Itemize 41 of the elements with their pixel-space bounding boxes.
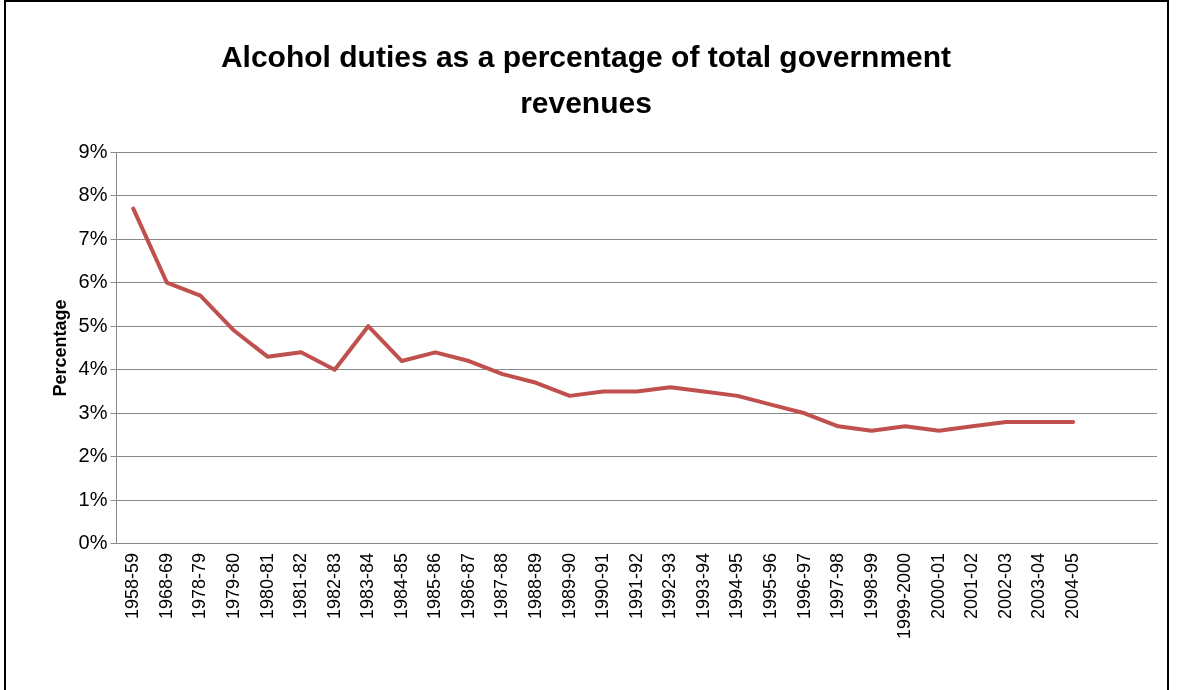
x-tick-label: 2000-01 (927, 552, 948, 619)
x-tick-label: 1987-88 (491, 552, 512, 619)
x-tick-label: 1958-59 (122, 552, 143, 619)
y-axis-title: Percentage (49, 299, 70, 397)
x-tick-label: 1992-93 (659, 552, 680, 619)
y-tick-label: 2% (78, 444, 108, 467)
y-tick-label: 8% (78, 183, 108, 206)
x-tick-label: 1999-2000 (894, 552, 915, 640)
x-tick-label: 1994-95 (726, 552, 747, 619)
x-tick-label: 2003-04 (1028, 552, 1049, 619)
chart-title: Alcohol duties as a percentage of total government revenues (219, 39, 953, 121)
y-tick-label: 6% (78, 270, 108, 293)
x-tick-label: 1998-99 (860, 552, 881, 619)
x-tick-label: 1996-97 (793, 552, 814, 619)
x-tick-label: 1980-81 (256, 552, 277, 619)
x-tick-label: 1968-69 (155, 552, 176, 619)
y-tick-label: 1% (78, 487, 108, 510)
x-tick-label: 1983-84 (357, 552, 378, 619)
y-tick-label: 4% (78, 357, 108, 380)
x-tick-label: 1979-80 (222, 552, 243, 619)
y-tick-label: 3% (78, 400, 108, 423)
x-tick-label: 1978-79 (189, 552, 210, 619)
x-tick-label: 1990-91 (592, 552, 613, 619)
x-tick-label: 1991-92 (625, 552, 646, 619)
y-tick-label: 7% (78, 226, 108, 249)
x-tick-label: 2001-02 (961, 552, 982, 619)
x-tick-label: 2002-03 (994, 552, 1015, 619)
x-tick-label: 1984-85 (390, 552, 411, 619)
x-tick-label: 1988-89 (525, 552, 546, 619)
y-tick-label: 9% (78, 139, 108, 162)
x-tick-label: 1986-87 (457, 552, 478, 619)
x-tick-label: 1982-83 (323, 552, 344, 619)
x-tick-label: 1989-90 (558, 552, 579, 619)
x-tick-label: 1985-86 (424, 552, 445, 619)
x-tick-label: 2004-05 (1062, 552, 1083, 619)
x-tick-label: 1993-94 (692, 552, 713, 619)
x-tick-label: 1981-82 (290, 552, 311, 619)
y-tick-label: 0% (78, 531, 108, 554)
x-tick-label: 1995-96 (759, 552, 780, 619)
y-tick-label: 5% (78, 313, 108, 336)
x-tick-label: 1997-98 (827, 552, 848, 619)
